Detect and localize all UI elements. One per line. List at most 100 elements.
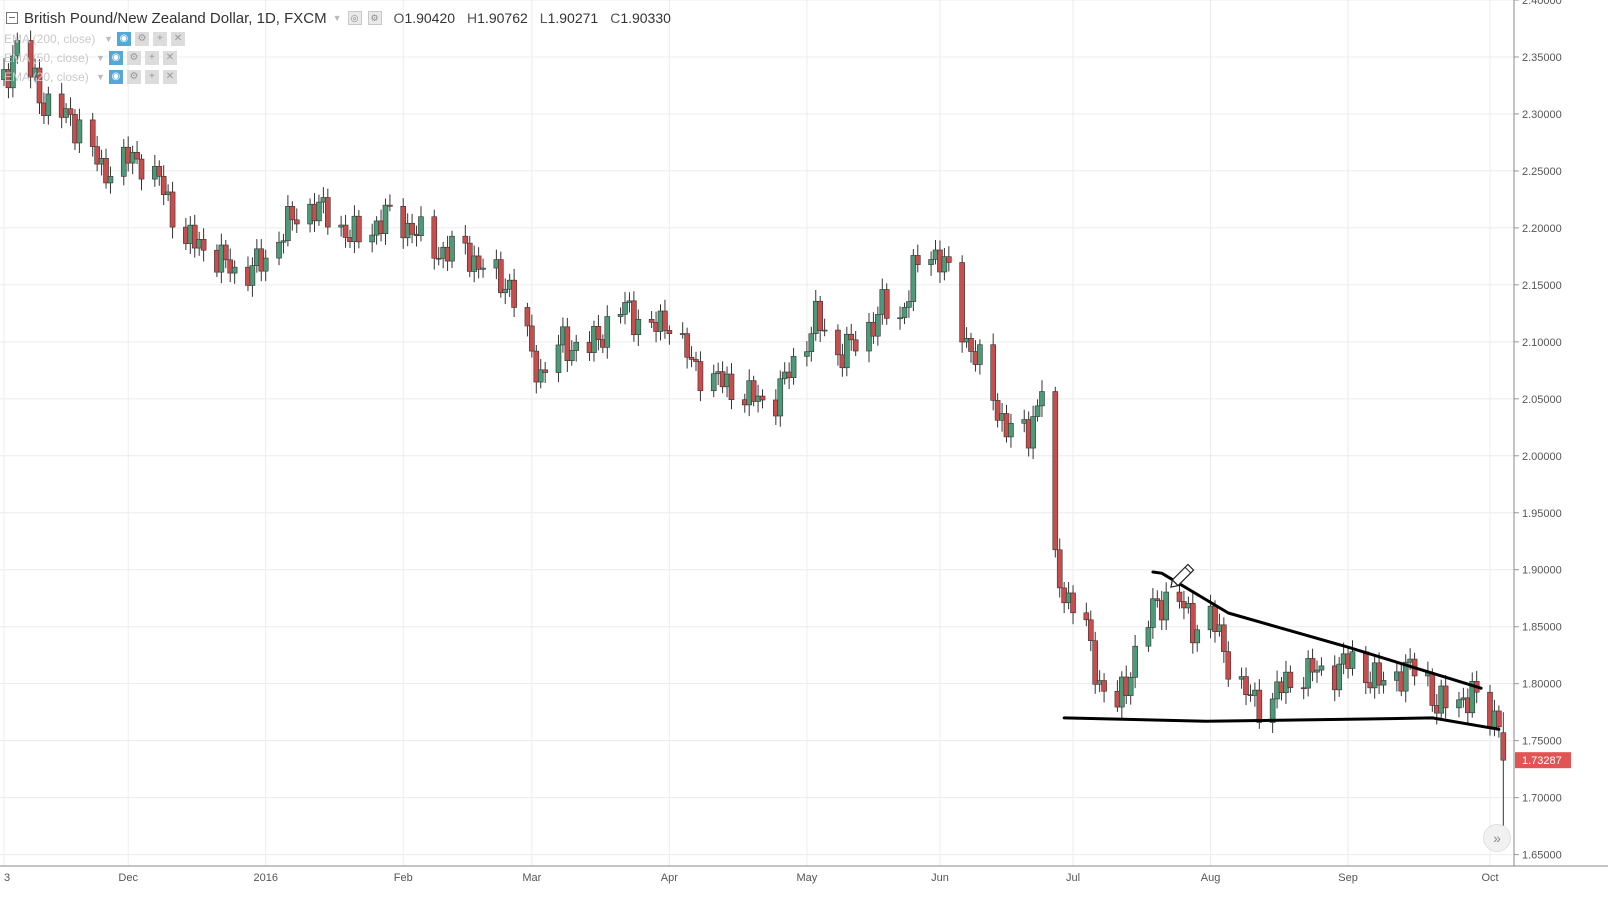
candle-up xyxy=(875,314,881,337)
study-row-ema50[interactable]: EMA (50, close) ▼ ◉ ⚙ + ✕ xyxy=(4,49,177,67)
candle-down xyxy=(1243,676,1249,695)
candle-up xyxy=(316,201,322,222)
candle-down xyxy=(1052,391,1059,551)
candle-up xyxy=(1336,663,1342,691)
chevron-down-icon[interactable]: ▼ xyxy=(104,34,113,44)
candle-down xyxy=(835,329,841,356)
candle-down xyxy=(1256,689,1263,723)
close-icon[interactable]: ✕ xyxy=(162,70,177,84)
candle-up xyxy=(910,255,917,302)
candle-down xyxy=(1070,592,1076,614)
scroll-to-realtime-button[interactable]: » xyxy=(1483,824,1511,852)
x-tick-label: Jul xyxy=(1066,872,1080,884)
candle-up xyxy=(1008,422,1014,438)
chevron-down-icon[interactable]: ▼ xyxy=(332,13,342,23)
x-tick-label: 3 xyxy=(4,872,10,884)
candle-up xyxy=(1305,658,1311,689)
candle-down xyxy=(994,400,1001,421)
candle-up xyxy=(622,302,628,315)
close-icon[interactable]: ✕ xyxy=(170,32,185,46)
candle-up xyxy=(977,344,983,365)
candle-up xyxy=(1314,669,1320,673)
y-tick-label: 1.90000 xyxy=(1522,565,1562,577)
candle-down xyxy=(89,119,96,147)
study-row-ema200[interactable]: EMA (200, close) ▼ ◉ ⚙ + ✕ xyxy=(4,30,185,48)
eye-icon[interactable]: ◉ xyxy=(108,51,123,65)
candle-up xyxy=(604,316,611,348)
candle-up xyxy=(1269,698,1276,723)
candle-up xyxy=(1145,627,1152,647)
candle-up xyxy=(1030,416,1036,449)
y-tick-label: 2.25000 xyxy=(1522,166,1562,178)
settings-icon[interactable]: ⚙ xyxy=(134,32,149,46)
ohlc-low-label: L xyxy=(539,10,548,26)
candle-down xyxy=(431,216,438,259)
visibility-icon[interactable]: ◎ xyxy=(347,11,362,25)
candle-down xyxy=(1500,732,1507,761)
candle-up xyxy=(14,40,21,57)
descending-resistance-trendline[interactable] xyxy=(1151,570,1483,690)
symbol-title: British Pound/New Zealand Dollar, 1D, FX… xyxy=(24,9,327,27)
candle-down xyxy=(409,222,415,235)
candle-down xyxy=(1221,624,1227,652)
candle-down xyxy=(1309,658,1316,673)
y-tick-label: 2.15000 xyxy=(1522,280,1562,292)
candle-down xyxy=(356,215,362,243)
candle-up xyxy=(1318,665,1325,671)
settings-icon[interactable]: ⚙ xyxy=(126,51,141,65)
candle-up xyxy=(1380,680,1387,686)
study-row-ema20[interactable]: EMA (20, close) ▼ ◉ ⚙ + ✕ xyxy=(4,68,177,86)
x-tick-label: Jun xyxy=(931,872,949,884)
ohlc-open: O1.90420 xyxy=(394,10,456,26)
candle-down xyxy=(883,289,890,319)
y-tick-label: 1.95000 xyxy=(1522,508,1562,520)
x-tick-label: Mar xyxy=(522,872,541,884)
ohlc-high-value: 1.90762 xyxy=(477,10,528,26)
candle-down xyxy=(524,307,531,327)
chevron-down-icon[interactable]: ▼ xyxy=(96,72,105,82)
pencil-cursor-icon xyxy=(1170,563,1195,588)
symbol-legend: British Pound/New Zealand Dollar, 1D, FX… xyxy=(6,8,671,28)
study-label: EMA (50, close) xyxy=(4,51,89,65)
candle-up xyxy=(1349,651,1356,669)
add-icon[interactable]: + xyxy=(152,32,167,46)
candle-up xyxy=(1469,681,1476,714)
candle-up xyxy=(502,288,509,294)
candle-down xyxy=(662,310,668,331)
close-icon[interactable]: ✕ xyxy=(162,51,177,65)
candle-up xyxy=(941,256,948,273)
candle-down xyxy=(968,337,974,352)
settings-icon[interactable]: ⚙ xyxy=(367,11,382,25)
candle-down xyxy=(58,93,65,118)
candle-down xyxy=(529,325,535,352)
candle-up xyxy=(710,373,717,392)
candle-up xyxy=(1034,405,1041,417)
candle-up xyxy=(555,344,562,373)
settings-icon[interactable]: ⚙ xyxy=(126,70,141,84)
y-tick-label: 2.00000 xyxy=(1522,451,1562,463)
candle-down xyxy=(475,255,482,270)
candle-up xyxy=(617,314,624,317)
candle-down xyxy=(138,158,145,180)
add-icon[interactable]: + xyxy=(144,70,159,84)
horizontal-support-line[interactable] xyxy=(1062,716,1501,731)
y-tick-label: 1.85000 xyxy=(1522,622,1562,634)
add-icon[interactable]: + xyxy=(144,51,159,65)
y-tick-label: 2.10000 xyxy=(1522,337,1562,349)
candle-down xyxy=(227,259,234,274)
collapse-legend-icon[interactable] xyxy=(6,12,18,24)
ohlc-open-label: O xyxy=(393,10,405,26)
candle-down xyxy=(222,244,229,261)
chevron-down-icon[interactable]: ▼ xyxy=(96,53,105,63)
candle-down xyxy=(36,67,43,104)
candle-down xyxy=(684,333,690,358)
x-tick-label: Sep xyxy=(1338,872,1358,884)
eye-icon[interactable]: ◉ xyxy=(116,32,131,46)
x-tick-label: 2016 xyxy=(253,872,277,884)
eye-icon[interactable]: ◉ xyxy=(108,70,123,84)
candle-down xyxy=(1362,651,1369,683)
x-tick-label: Apr xyxy=(661,872,678,884)
candle-down xyxy=(1087,619,1094,642)
